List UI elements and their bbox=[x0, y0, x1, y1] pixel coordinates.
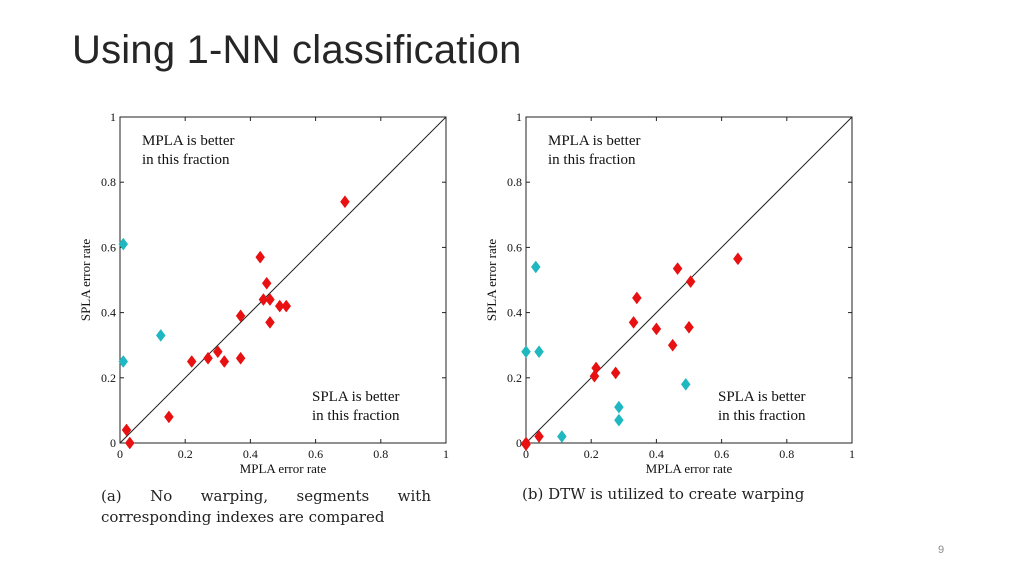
data-point-red bbox=[219, 355, 230, 368]
data-point-cyan bbox=[557, 430, 567, 443]
x-tick-label: 0.8 bbox=[373, 447, 388, 461]
y-tick-label: 0.4 bbox=[507, 306, 522, 320]
x-axis-label: MPLA error rate bbox=[240, 461, 327, 476]
data-point-red bbox=[258, 293, 269, 306]
caption-a: (a) No warping, segments with correspond… bbox=[101, 487, 431, 526]
y-tick-label: 1 bbox=[516, 110, 522, 124]
y-axis-label: SPLA error rate bbox=[484, 239, 499, 322]
annotation-line1: SPLA is better bbox=[718, 389, 806, 405]
diagonal-line bbox=[119, 116, 447, 444]
scatter-chart-a: 00 0.2 0.2 0.4 0.4 0.6 0.6 0.8 0.8 1 1 MPLA error r… bbox=[78, 110, 449, 476]
caption-b: (b) DTW is utilized to create warping bbox=[522, 485, 805, 503]
data-point-cyan bbox=[534, 345, 544, 359]
y-tick-label: 0.8 bbox=[101, 175, 116, 189]
annotation-line2: in this fraction bbox=[548, 152, 636, 168]
data-point-red bbox=[534, 430, 544, 443]
data-point-red bbox=[235, 351, 246, 365]
x-tick-label: 0 bbox=[523, 447, 529, 461]
x-tick-label: 0.6 bbox=[308, 447, 323, 461]
data-point-red bbox=[733, 252, 743, 266]
data-point-red bbox=[274, 299, 285, 313]
data-point-red bbox=[265, 293, 275, 306]
x-tick-label: 0.4 bbox=[649, 447, 664, 461]
data-point-cyan bbox=[614, 413, 624, 427]
y-tick-label: 0 bbox=[516, 436, 522, 450]
data-point-cyan bbox=[530, 260, 541, 274]
annotation-line1: MPLA is better bbox=[142, 133, 235, 149]
y-tick-label: 0.6 bbox=[507, 240, 522, 254]
data-point-red bbox=[685, 275, 696, 289]
data-point-cyan bbox=[614, 400, 624, 414]
data-point-red bbox=[667, 338, 678, 352]
data-point-red bbox=[164, 410, 174, 424]
data-point-red bbox=[212, 345, 223, 359]
data-point-red bbox=[672, 262, 683, 276]
data-point-cyan bbox=[155, 329, 166, 342]
data-point-cyan bbox=[521, 345, 531, 359]
annotation-line2: in this fraction bbox=[718, 408, 806, 424]
annotation-line2: in this fraction bbox=[142, 152, 230, 168]
data-point-red bbox=[265, 315, 275, 329]
data-point-red bbox=[628, 315, 639, 329]
x-tick-label: 0 bbox=[117, 447, 123, 461]
data-point-red bbox=[281, 299, 292, 313]
annotation-line2: in this fraction bbox=[312, 408, 400, 424]
x-tick-label: 0.8 bbox=[779, 447, 794, 461]
annotation-line1: SPLA is better bbox=[312, 389, 400, 405]
data-point-red bbox=[684, 320, 694, 334]
data-point-red bbox=[124, 436, 135, 450]
data-point-red bbox=[651, 322, 662, 336]
y-tick-label: 0.8 bbox=[507, 175, 522, 189]
data-point-red bbox=[255, 250, 265, 264]
y-tick-label: 0 bbox=[110, 436, 116, 450]
data-point-red bbox=[340, 195, 350, 209]
y-tick-label: 0.4 bbox=[101, 306, 116, 320]
page-number: 9 bbox=[938, 544, 945, 556]
x-tick-label: 1 bbox=[849, 447, 855, 461]
x-tick-label: 0.2 bbox=[178, 447, 193, 461]
data-point-red bbox=[203, 351, 213, 365]
data-point-red bbox=[235, 309, 246, 323]
data-point-red bbox=[610, 366, 621, 380]
x-tick-label: 0.2 bbox=[584, 447, 599, 461]
x-axis-label: MPLA error rate bbox=[646, 461, 733, 476]
slide-title: Using 1-NN classification bbox=[72, 28, 522, 72]
data-point-red bbox=[589, 369, 600, 383]
y-tick-label: 1 bbox=[110, 110, 116, 124]
data-point-cyan bbox=[118, 237, 129, 251]
y-tick-label: 0.6 bbox=[101, 240, 116, 254]
data-point-red bbox=[632, 291, 642, 305]
x-tick-label: 0.6 bbox=[714, 447, 729, 461]
annotation-line1: MPLA is better bbox=[548, 133, 641, 149]
data-point-red bbox=[261, 276, 272, 290]
x-tick-label: 1 bbox=[443, 447, 449, 461]
data-point-cyan bbox=[118, 355, 129, 368]
data-point-red bbox=[186, 355, 197, 368]
x-tick-label: 0.4 bbox=[243, 447, 258, 461]
y-tick-label: 0.2 bbox=[101, 371, 116, 385]
data-point-red bbox=[121, 423, 132, 437]
plot-frame bbox=[525, 116, 853, 444]
data-point-cyan bbox=[680, 377, 691, 391]
y-axis-label: SPLA error rate bbox=[78, 239, 93, 322]
data-point-red bbox=[521, 438, 531, 452]
y-tick-label: 0.2 bbox=[507, 371, 522, 385]
scatter-chart-b: 00 0.2 0.2 0.4 0.4 0.6 0.6 0.8 0.8 1 1 MPLA error r… bbox=[484, 110, 855, 476]
plot-frame bbox=[119, 116, 447, 444]
